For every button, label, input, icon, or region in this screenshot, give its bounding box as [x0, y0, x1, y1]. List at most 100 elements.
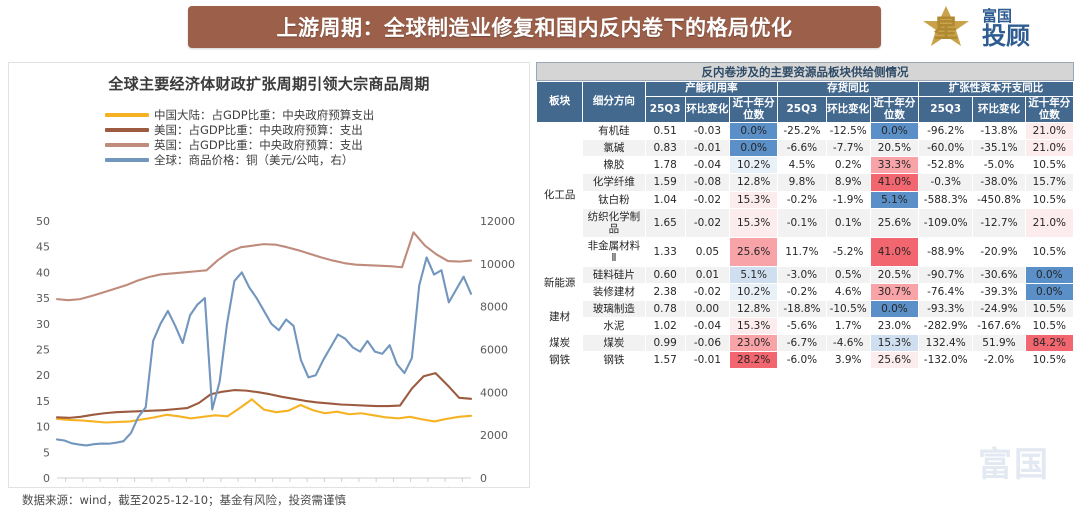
- table-cell: -38.0%: [972, 173, 1026, 192]
- table-group-cell: 煤炭: [535, 334, 584, 353]
- table-row: 煤炭 煤炭 0.99 -0.06 23.0% -6.7% -4.6% 15.3% 132.4% 5…: [535, 334, 1075, 353]
- table-cell: 25.6%: [869, 207, 920, 238]
- table-cell: 0.0%: [1024, 265, 1075, 284]
- table-cell: -96.2%: [918, 122, 974, 141]
- table-cell: -167.6%: [972, 316, 1026, 336]
- y-axis-tick-left: 0: [43, 472, 50, 485]
- table-cell: -52.8%: [918, 156, 974, 175]
- table-group-header-4: 扩张性资本开支同比: [918, 81, 1074, 97]
- table-cell: -0.2%: [777, 190, 827, 209]
- table-sub-header-0: 25Q3: [644, 95, 686, 124]
- table-cell: 84.2%: [1024, 334, 1075, 353]
- table-cell: 0.51: [644, 122, 686, 141]
- table-cell: 0.0%: [869, 122, 920, 141]
- page-title: 上游周期：全球制造业修复和国内反内卷下的格局优化: [276, 16, 793, 40]
- table-head: 板块 细分方向 产能利用率 存货同比 扩张性资本开支同比 25Q3 环比变化 近十年分位数 25…: [535, 80, 1075, 124]
- table-cell: 10.5%: [1024, 316, 1075, 336]
- x-axis-tick-label: 2002-01: [95, 486, 107, 487]
- table-cell: -6.6%: [777, 139, 827, 158]
- table-cell: 41.0%: [869, 173, 920, 192]
- x-axis-tick-label: 2001-01: [78, 486, 90, 487]
- x-axis-tick-label: 2017-01: [354, 486, 366, 487]
- table-row: 氯碱 0.83 -0.01 0.0% -6.6% -7.7% 20.5% -60.0% -35.…: [537, 139, 1075, 158]
- x-axis-tick-label: 2008-01: [199, 486, 211, 487]
- table-cell: 10.2%: [729, 282, 779, 301]
- table-cell: 1.7%: [825, 316, 871, 336]
- table-group-header-2: 产能利用率: [644, 81, 779, 97]
- table-cell: 0.00: [684, 299, 731, 319]
- table-cell: 30.7%: [869, 282, 920, 301]
- x-axis-tick-label: 2016-01: [337, 486, 349, 487]
- table-cell: -25.2%: [777, 122, 827, 141]
- x-axis-tick-label: 2010-01: [233, 486, 245, 487]
- table-cell: 28.2%: [729, 351, 779, 370]
- y-axis-tick-right: 10000: [480, 258, 515, 271]
- table-cell: -0.1%: [777, 207, 827, 238]
- table-cell: -93.3%: [918, 299, 974, 319]
- legend-item: 美国：占GDP比重：中央政府预算：支出: [105, 122, 374, 137]
- table-cell: 0.83: [644, 139, 686, 158]
- y-axis-tick-left: 20: [36, 369, 50, 382]
- table-row-label: 钢铁: [582, 351, 646, 370]
- table-cell: -88.9%: [918, 236, 974, 267]
- table-cell: -6.7%: [777, 334, 827, 353]
- chart-series-line: [55, 372, 473, 419]
- x-axis-tick-label: 2018-01: [371, 486, 383, 487]
- table-group-cell: 钢铁: [535, 351, 584, 370]
- table-cell: 1.65: [644, 207, 686, 238]
- y-axis-tick-left: 5: [43, 446, 50, 459]
- table-row: 化工品 有机硅 0.51 -0.03 0.0% -25.2% -12.5% 0.0% -96.2…: [535, 122, 1075, 267]
- table-sub-header-8: 近十年分位数: [1024, 95, 1075, 124]
- table-cell: 0.0%: [869, 299, 920, 319]
- x-axis-tick-label: 2014-01: [302, 486, 314, 487]
- x-axis-tick-label: 2022-01: [440, 486, 452, 487]
- table-cell: 0.99: [644, 334, 686, 353]
- table-sub-header-7: 环比变化: [972, 95, 1026, 124]
- x-axis-tick-label: 2015-01: [319, 486, 331, 487]
- table-cell: 0.60: [644, 265, 686, 284]
- table-cell: -0.04: [684, 316, 731, 336]
- table-cell: 21.0%: [1024, 122, 1075, 141]
- table-cell: 25.6%: [869, 351, 920, 370]
- table-cell: 10.5%: [1024, 299, 1075, 319]
- table-sub-header-4: 环比变化: [825, 95, 871, 124]
- table-cell: -5.2%: [825, 236, 871, 267]
- x-axis-tick-label: 2009-01: [216, 486, 228, 487]
- legend-item: 全球：商品价格：铜（美元/公吨，右）: [105, 152, 374, 167]
- table-cell: 9.8%: [777, 173, 827, 192]
- table-cell: 15.3%: [729, 190, 779, 209]
- table-cell: 0.0%: [1024, 282, 1075, 301]
- chart-panel: 全球主要经济体财政扩张周期引领大宗商品周期 中国大陆：占GDP比重：中央政府预算…: [8, 62, 530, 488]
- chart-series-line: [55, 398, 473, 424]
- legend-label-copper: 全球：商品价格：铜（美元/公吨，右）: [154, 152, 354, 167]
- x-axis-tick-label: 2012-01: [268, 486, 280, 487]
- x-axis-tick-label: 2021-01: [423, 486, 435, 487]
- table-cell: 21.0%: [1024, 207, 1075, 238]
- table-row: 新能源 硅料硅片 0.60 0.01 5.1% -3.0% 0.5% 20.5% -90.7% -…: [535, 265, 1075, 301]
- table-cell: 12.8%: [729, 299, 779, 319]
- table-cell: -2.0%: [972, 351, 1026, 370]
- table-row: 装修建材 2.38 -0.02 10.2% -0.2% 4.6% 30.7% -76.4% -3…: [537, 282, 1075, 301]
- table-row-label: 钛白粉: [582, 190, 646, 209]
- table-group-header-0: 板块: [535, 80, 584, 124]
- table-cell: -0.2%: [777, 282, 827, 301]
- chart-series-line: [55, 256, 473, 447]
- table-cell: 132.4%: [918, 334, 974, 353]
- y-axis-tick-left: 15: [36, 395, 50, 408]
- table-cell: 20.5%: [869, 265, 920, 284]
- table-cell: 5.1%: [729, 265, 779, 284]
- table-cell: 15.3%: [869, 334, 920, 353]
- table-sub-header-1: 环比变化: [684, 95, 731, 124]
- brand-logo-icon: 星 富国 投顾: [923, 6, 1030, 50]
- x-axis-tick-label: 2023-01: [457, 486, 469, 487]
- table-cell: 21.0%: [1024, 139, 1075, 158]
- table-cell: 0.01: [684, 265, 731, 284]
- table-cell: 4.5%: [777, 156, 827, 175]
- logo-star-char: 星: [933, 14, 958, 43]
- table-row-label: 水泥: [582, 316, 646, 336]
- chart-legend: 中国大陆：占GDP比重：中央政府预算支出 美国：占GDP比重：中央政府预算：支出…: [105, 107, 374, 167]
- table-cell: -588.3%: [918, 190, 974, 209]
- table-row: 建材 玻璃制造 0.78 0.00 12.8% -18.8% -10.5% 0.0% -93.3…: [535, 299, 1075, 336]
- table-row-label: 非金属材料Ⅱ: [582, 236, 646, 267]
- table-sub-header-3: 25Q3: [777, 95, 827, 124]
